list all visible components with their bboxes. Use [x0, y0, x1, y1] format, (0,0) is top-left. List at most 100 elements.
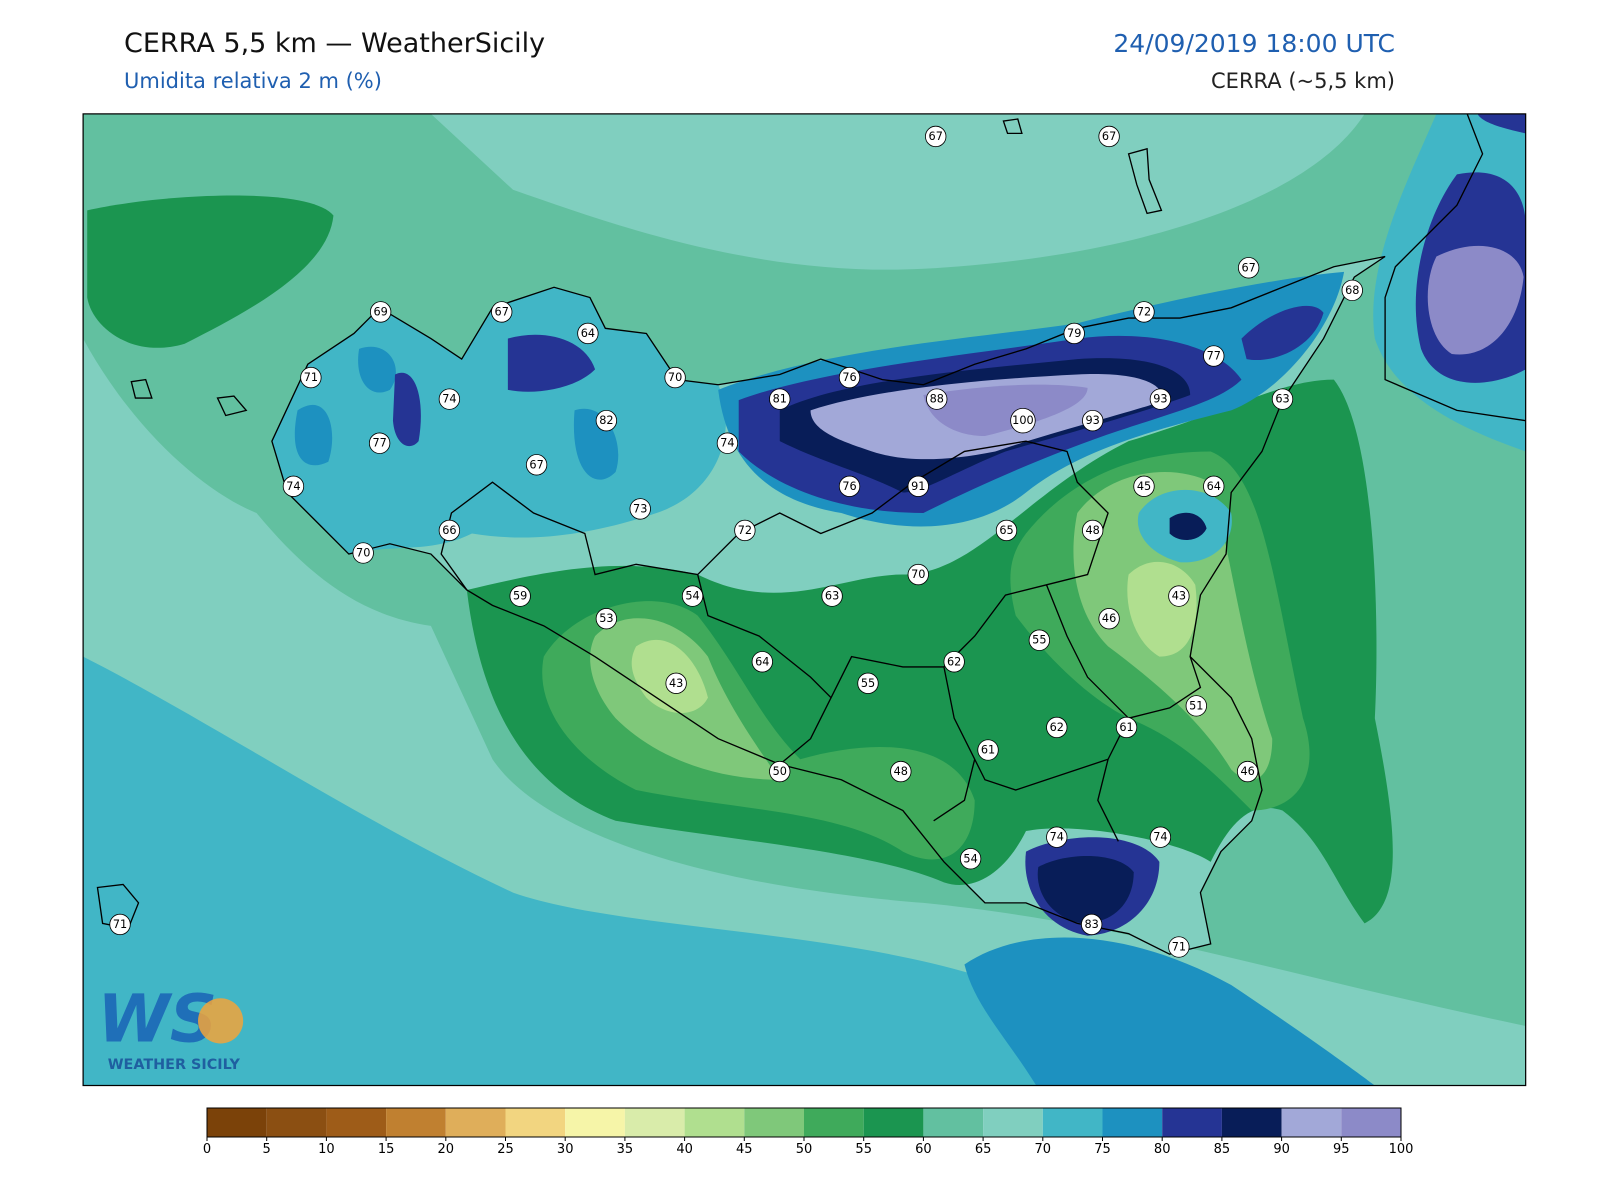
station-value: 62 [947, 655, 961, 668]
station-value: 51 [1189, 699, 1203, 712]
colorbar-tick-label: 10 [318, 1142, 335, 1157]
station-value: 67 [529, 458, 543, 471]
colorbar-tick-label: 80 [1154, 1142, 1171, 1157]
station-value: 69 [373, 305, 387, 318]
station-value: 93 [1086, 414, 1100, 427]
station-marker [595, 409, 618, 432]
colorbar-tick-label: 15 [378, 1142, 395, 1157]
colorbar-tick-label: 25 [497, 1142, 514, 1157]
station-marker [1185, 695, 1207, 717]
station-marker [943, 651, 965, 673]
station-marker [1237, 257, 1260, 279]
map: 67 67 69 67 64 71 74 77 74 70 66 67 82 70 74 73 72 81 76 88… [82, 113, 1527, 1087]
station-marker [995, 519, 1018, 542]
station-value: 68 [1345, 284, 1359, 297]
colorbar-bin [684, 1108, 745, 1137]
station-marker [907, 475, 929, 497]
station-value: 71 [1172, 940, 1186, 953]
logo-name: WEATHER SICILY [108, 1057, 241, 1073]
station-value: 67 [1241, 261, 1255, 274]
station-value: 63 [825, 590, 839, 603]
colorbar-tick-label: 90 [1273, 1142, 1290, 1157]
station-marker [681, 585, 704, 607]
station-marker [109, 913, 131, 936]
station-marker [1149, 388, 1172, 410]
station-value: 74 [1153, 831, 1167, 844]
map-frame [82, 113, 1527, 1087]
field-55-60 [87, 195, 334, 348]
station-marker [959, 848, 982, 870]
station-marker [525, 454, 548, 476]
station-marker [352, 542, 374, 564]
station-marker [977, 739, 999, 761]
field-75-80 [294, 346, 619, 480]
field-95-100 [923, 384, 1088, 437]
logo: WS WEATHER SICILY [97, 981, 244, 1073]
colorbar-tick-label: 45 [736, 1142, 753, 1157]
station-value: 67 [495, 305, 509, 318]
field-75-80 [964, 937, 1375, 1086]
logo-sun [198, 998, 244, 1044]
station-value: 71 [113, 918, 127, 931]
station-value: 74 [442, 393, 456, 406]
station-marker [926, 388, 948, 410]
station-marker [734, 519, 756, 542]
station-marker [1236, 760, 1259, 783]
colorbar-tick-label: 60 [915, 1142, 932, 1157]
station-value: 67 [929, 130, 943, 143]
station-marker [577, 322, 599, 345]
station-marker [1082, 519, 1104, 542]
station-value: 70 [668, 371, 682, 384]
colorbar-bin [1221, 1108, 1282, 1137]
calabria-coast [1384, 113, 1526, 422]
colorbar-tick-label: 50 [796, 1142, 813, 1157]
colorbar-bin [1281, 1108, 1342, 1137]
colorbar-tick-label: 35 [617, 1142, 634, 1157]
station-value: 48 [894, 765, 908, 778]
station-value: 45 [1137, 480, 1151, 493]
station-value: 50 [773, 765, 787, 778]
station-marker [925, 125, 947, 148]
station-marker [1115, 716, 1138, 739]
colorbar-bin [266, 1108, 327, 1137]
station-value: 91 [911, 480, 925, 493]
station-marker [838, 475, 861, 497]
station-value: 46 [1240, 765, 1254, 778]
colorbar-bin [1042, 1108, 1103, 1137]
station-marker [838, 366, 861, 389]
station-marker [857, 672, 879, 694]
colorbar-tick-label: 0 [203, 1142, 211, 1157]
station-value: 77 [1207, 350, 1221, 363]
station-value: 76 [842, 371, 856, 384]
field-80-85 [1477, 113, 1526, 134]
colorbar-tick-label: 70 [1035, 1142, 1052, 1157]
station-value: 67 [1102, 130, 1116, 143]
field-95-100 [1427, 245, 1524, 355]
logo-mark: WS [97, 981, 217, 1057]
station-value: 70 [911, 568, 925, 581]
station-value: 54 [685, 590, 699, 603]
station-marker [1046, 826, 1068, 848]
station-value: 73 [633, 502, 647, 515]
station-marker [665, 672, 687, 694]
colorbar-bin [445, 1108, 506, 1137]
station-marker [1082, 409, 1104, 432]
station-marker [1063, 322, 1085, 345]
station-marker [821, 585, 843, 607]
colorbar-bin [565, 1108, 625, 1137]
colorbar-bin [983, 1108, 1043, 1137]
colorbar-bin [1102, 1108, 1163, 1137]
station-marker [1203, 475, 1225, 497]
coastline [271, 255, 1386, 955]
station-value: 88 [930, 393, 944, 406]
station-marker [1133, 475, 1155, 497]
station-value: 43 [1172, 590, 1186, 603]
colorbar-bin [923, 1108, 984, 1137]
station-value: 74 [720, 437, 734, 450]
station-value: 59 [513, 590, 527, 603]
station-value: 65 [999, 524, 1013, 537]
station-marker [890, 760, 912, 783]
station-marker [438, 519, 461, 542]
station-marker [1010, 407, 1036, 434]
subtitle: Umidita relativa 2 m (%) [124, 69, 382, 93]
